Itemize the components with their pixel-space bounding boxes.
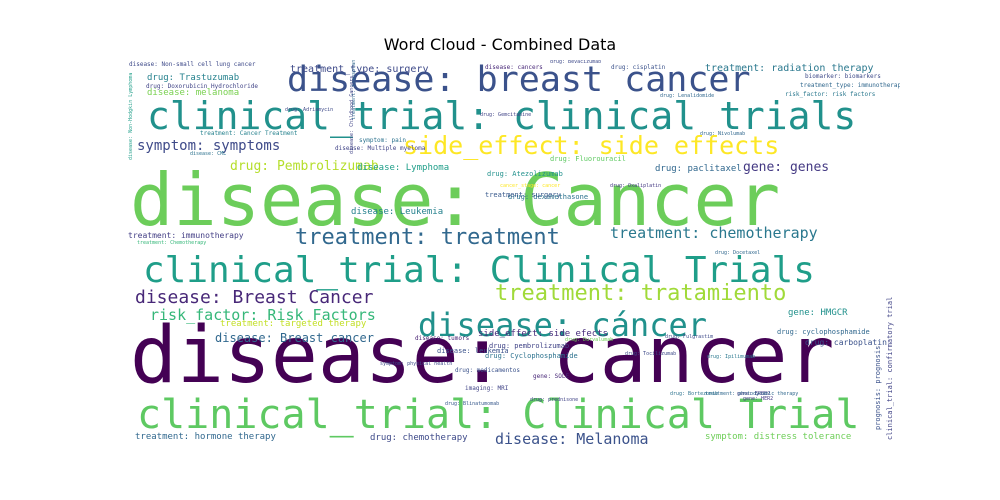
word-cloud-term: disease: Cancer (130, 158, 780, 242)
word-cloud-term: treatment_type: immunotherapy (800, 82, 900, 89)
word-cloud-term: drug: Doxorubicin Hydrochloride (146, 83, 258, 90)
word-cloud-term: clinical_trial: clinical trials (147, 94, 856, 139)
word-cloud-term: symptom: distress tolerance (705, 432, 851, 442)
word-cloud-term: disease: Childhood Cancers (349, 76, 355, 154)
word-cloud-term: drug: Durvalumab (565, 337, 613, 343)
word-cloud-term: risk_factor: Risk Factors (150, 306, 376, 324)
word-cloud-term: disease: Multiple myeloma (335, 145, 426, 152)
word-cloud-term: drug: prednisone (530, 397, 578, 403)
word-cloud-term: disease: Melanoma (495, 430, 649, 448)
word-cloud-term: drug: Atezolizumab (487, 170, 563, 178)
word-cloud-term: drug: Docetaxel (715, 250, 760, 256)
word-cloud-term: gene: HMGCR (788, 308, 848, 318)
word-cloud-term: drug: paclitaxel (655, 164, 742, 174)
word-cloud-term: drug: Fulgrastim (665, 334, 713, 340)
word-cloud-term: symptom: symptoms (137, 138, 280, 154)
word-cloud-term: gene: genes (743, 160, 829, 175)
word-cloud-term: risk_factor: risk factors (785, 91, 876, 98)
word-cloud-term: biomarker: biomarkers (805, 73, 881, 80)
word-cloud-term: clinical_trial: confirmatory trial (886, 297, 894, 440)
word-cloud-term: disease: Non-Hodgkin Lymphoma (128, 73, 134, 160)
word-cloud-term: drug: Ipilimumab (707, 354, 755, 360)
word-cloud-term: disease: cancers (485, 64, 543, 71)
word-cloud-term: treatment: photodynamic therapy (705, 391, 798, 397)
word-cloud-term: gene: HER2 (743, 396, 773, 402)
word-cloud-term: side_effect: side efects (478, 329, 608, 339)
word-cloud-term: symptom: pain (359, 137, 406, 144)
word-cloud-term: drug: Bortezomib (670, 391, 718, 397)
word-cloud-term: treatment: chemotherapy (610, 224, 818, 242)
word-cloud-term: clinical_trial: Clinical Trial (137, 392, 859, 438)
word-cloud-term: disease: CML (190, 151, 226, 157)
word-cloud-term: drug: Bevacizumab (550, 60, 601, 65)
word-cloud-term: treatment: treatment (295, 225, 560, 250)
word-cloud-term: disease: Breast cancer (215, 331, 374, 345)
word-cloud-term: disease: melanoma (147, 88, 239, 98)
word-cloud-term: treatment: Chemotherapy (137, 240, 206, 246)
word-cloud-term: drug: pembrolizumab (489, 342, 569, 350)
word-cloud-term: disease: tumors (415, 335, 470, 342)
word-cloud-term: drug: cyclophosphamide (777, 328, 870, 336)
word-cloud-term: drug: chemotherapy (370, 433, 468, 443)
word-cloud-term: drug: Blinatumomab (445, 401, 499, 407)
word-cloud-term: drug: Pembrolizumab (230, 159, 379, 174)
word-cloud: disease: cancer disease: Cancer clinical_t… (128, 60, 900, 448)
word-cloud-term: drug: Tocilizumab (625, 351, 676, 357)
word-cloud-term: prognosis: prognosis (874, 346, 882, 430)
word-cloud-term: imaging: MRI (465, 385, 509, 392)
word-cloud-term: disease: breast cancer (287, 60, 751, 100)
word-cloud-term: drug: Gemcitabine (480, 112, 531, 118)
word-cloud-term: drug: Oxaliplatin (610, 183, 661, 189)
chart-title: Word Cloud - Combined Data (383, 35, 617, 54)
word-cloud-term: treatment: radiation therapy (705, 63, 874, 74)
word-cloud-term: disease: Leukemia (351, 207, 443, 217)
word-cloud-term: gene: ERBB2 (737, 391, 770, 397)
word-cloud-term: treatment: hormone therapy (135, 432, 276, 442)
word-cloud-term: disease: Breast Cancer (135, 287, 374, 308)
word-cloud-term: drug: Lenalidomide (660, 93, 714, 99)
word-cloud-term: drug: Trastuzumab (147, 73, 239, 83)
word-cloud-term: treatment: targeted therapy (220, 319, 367, 329)
word-cloud-term: treatment: surgery (485, 191, 561, 199)
word-cloud-term: disease: cáncer (418, 306, 707, 344)
word-cloud-term: disease: cancer (130, 311, 834, 401)
word-cloud-term: drug: Cyclophosphamide (485, 352, 578, 360)
word-cloud-term: drug: cisplatin (611, 64, 666, 71)
word-cloud-term: treatment: tratamiento (495, 281, 786, 306)
word-cloud-term: disease: Non-small cell lung cancer (129, 61, 256, 68)
word-cloud-term: clinical_trial: Clinical Trials (143, 250, 815, 291)
word-cloud-term: drug: Adriamycin (285, 107, 333, 113)
word-cloud-term: side_effect: side effects (403, 131, 779, 160)
word-cloud-term: treatment: transplant (351, 60, 357, 120)
word-cloud-term: cancer_stage: cancer (500, 183, 560, 189)
word-cloud-term: treatment_type: surgery (290, 64, 428, 75)
word-cloud-term: drug: carboplatin (805, 338, 887, 347)
word-cloud-term: drug: dexamethasone (508, 193, 588, 201)
word-cloud-term: drug: Nivolumab (700, 131, 745, 137)
word-cloud-term: treatment: immunotherapy (128, 231, 244, 240)
word-cloud-term: drug: medicamentos (455, 367, 520, 374)
word-cloud-term: disease: leukemia (437, 347, 509, 355)
word-cloud-term: symptom: physical health (380, 361, 452, 367)
word-cloud-term: treatment: Cancer Treatment (200, 130, 298, 137)
word-cloud-term: disease: Lymphoma (357, 163, 449, 173)
word-cloud-term: gene: SOLE (533, 373, 570, 380)
word-cloud-term: drug: Fluorouracil (550, 155, 626, 163)
